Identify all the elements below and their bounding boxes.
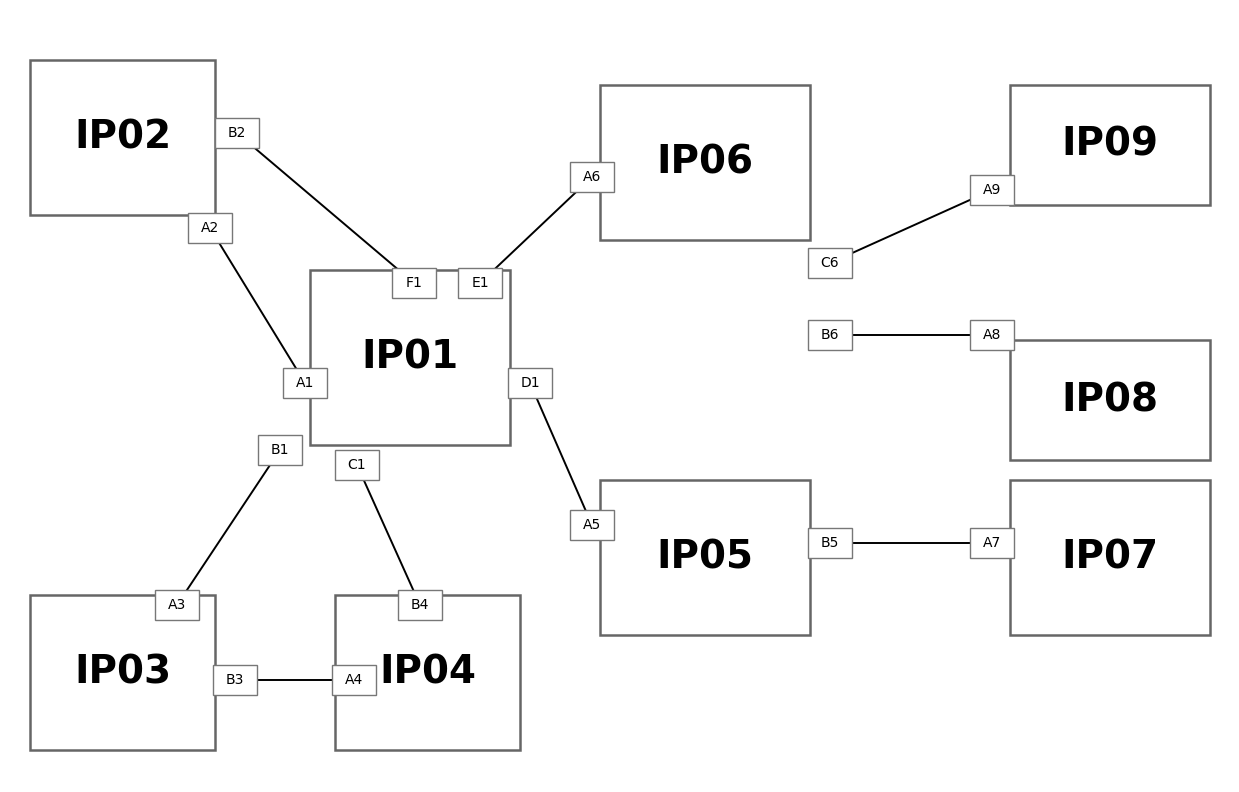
Text: B6: B6 — [820, 328, 839, 342]
Text: IP05: IP05 — [657, 539, 753, 577]
Text: IP08: IP08 — [1062, 381, 1158, 419]
Bar — [970, 528, 1014, 558]
Text: IP06: IP06 — [657, 143, 753, 181]
Bar — [392, 268, 436, 298]
Text: A9: A9 — [983, 183, 1001, 197]
Text: A1: A1 — [296, 376, 315, 390]
Text: A5: A5 — [582, 518, 601, 532]
Text: E1: E1 — [471, 276, 489, 290]
Text: C1: C1 — [348, 458, 367, 472]
Bar — [808, 528, 852, 558]
Text: IP09: IP09 — [1062, 126, 1158, 164]
Text: A7: A7 — [983, 536, 1001, 550]
Bar — [258, 435, 302, 465]
Text: A6: A6 — [582, 170, 601, 184]
Text: A8: A8 — [983, 328, 1001, 342]
Text: IP07: IP07 — [1062, 539, 1158, 577]
Bar — [1010, 480, 1211, 635]
Bar — [600, 480, 810, 635]
Bar — [398, 590, 442, 620]
Text: F1: F1 — [405, 276, 422, 290]
Text: B5: B5 — [820, 536, 839, 550]
Bar — [808, 248, 852, 278]
Bar — [332, 665, 375, 695]
Bar — [188, 213, 232, 243]
Bar — [600, 85, 810, 240]
Bar — [970, 175, 1014, 205]
Bar — [458, 268, 502, 298]
Text: A2: A2 — [201, 221, 219, 235]
Bar — [335, 450, 379, 480]
Text: IP02: IP02 — [74, 119, 171, 157]
Bar — [335, 595, 520, 750]
Text: B3: B3 — [225, 673, 244, 687]
Bar — [1010, 85, 1211, 205]
Bar — [808, 320, 852, 350]
Text: B1: B1 — [271, 443, 289, 457]
Bar — [282, 368, 327, 398]
Text: C6: C6 — [820, 256, 839, 270]
Text: IP03: IP03 — [74, 653, 171, 691]
Text: IP01: IP01 — [362, 338, 458, 376]
Bar — [508, 368, 553, 398]
Text: A3: A3 — [167, 598, 186, 612]
Text: D1: D1 — [520, 376, 540, 390]
Bar — [570, 510, 615, 540]
Bar — [570, 162, 615, 192]
Bar — [970, 320, 1014, 350]
Bar — [30, 595, 216, 750]
Text: IP04: IP04 — [379, 653, 476, 691]
Bar — [216, 118, 259, 148]
Bar — [310, 270, 510, 445]
Text: B4: B4 — [411, 598, 429, 612]
Text: B2: B2 — [228, 126, 247, 140]
Bar — [155, 590, 199, 620]
Bar — [30, 60, 216, 215]
Text: A4: A4 — [344, 673, 363, 687]
Bar — [213, 665, 256, 695]
Bar — [1010, 340, 1211, 460]
